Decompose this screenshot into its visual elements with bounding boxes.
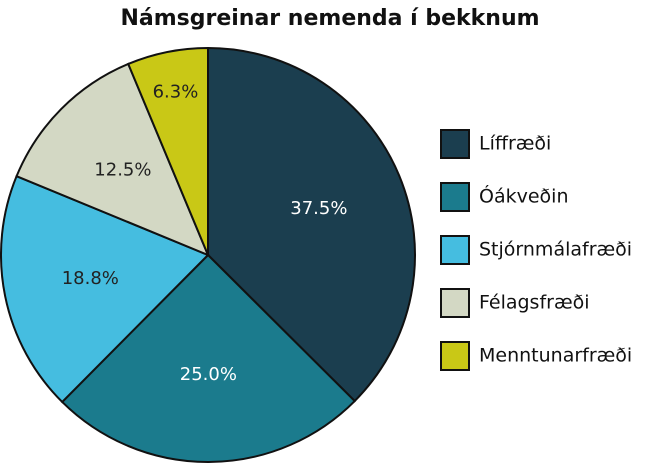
pie-slice [60, 253, 357, 463]
data-label: 6.3% [153, 82, 199, 103]
legend-swatch [440, 341, 470, 371]
legend-label: Líffræði [479, 133, 551, 155]
chart-title: Námsgreinar nemenda í bekknum [120, 6, 539, 31]
legend-label: Stjórnmálafræði [479, 239, 632, 261]
legend-label: Óákveðin [479, 184, 568, 208]
pie-slice [207, 46, 416, 403]
data-label: 37.5% [290, 198, 347, 219]
pie-slice [0, 174, 210, 404]
pie-slice [126, 46, 209, 256]
legend-swatch [440, 182, 470, 212]
data-label: 25.0% [180, 364, 237, 385]
pie-slice [15, 62, 210, 257]
data-label: 12.5% [94, 159, 151, 180]
data-label: 18.8% [62, 268, 119, 289]
legend-label: Menntunarfræði [479, 345, 632, 367]
legend-label: Félagsfræði [479, 292, 590, 314]
legend-swatch [440, 129, 470, 159]
legend-swatch [440, 235, 470, 265]
legend-swatch [440, 288, 470, 318]
